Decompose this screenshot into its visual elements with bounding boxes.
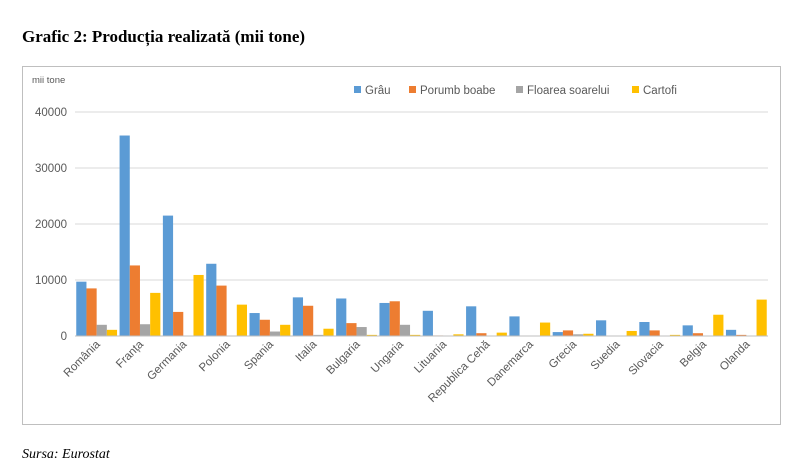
- bar: [366, 334, 377, 336]
- bar: [692, 333, 704, 336]
- bar: [389, 301, 400, 336]
- legend: Grâu Porumb boabe Floarea soarelui Cartofi: [354, 85, 677, 97]
- bar: [76, 281, 87, 336]
- bar: [129, 265, 140, 336]
- bar: [346, 323, 357, 336]
- bar: [249, 313, 260, 336]
- bar: [639, 322, 650, 336]
- bar: [193, 274, 204, 336]
- bar: [725, 329, 737, 336]
- gridlines: [75, 111, 768, 281]
- x-tick-label: România: [62, 338, 103, 379]
- legend-swatch: [632, 86, 639, 93]
- y-tick-label: 10000: [35, 275, 67, 287]
- bar: [379, 302, 390, 336]
- y-tick-label: 30000: [35, 163, 67, 175]
- bar: [280, 324, 291, 336]
- bar: [269, 331, 281, 336]
- bar: [216, 285, 227, 336]
- bar: [476, 333, 487, 336]
- bar: [453, 334, 464, 336]
- y-tick-label: 0: [61, 331, 67, 343]
- bar: [552, 332, 563, 336]
- x-tick-label: Belgia: [678, 338, 710, 370]
- legend-label: Floarea soarelui: [527, 85, 609, 97]
- grouped-bar-chart: 0 10000 20000 30000 40000 mii tone România Fr…: [32, 75, 768, 405]
- bar: [162, 215, 174, 336]
- x-axis-labels: România Franța Germania Polonia Spania Italia…: [62, 338, 753, 405]
- bar: [259, 319, 270, 336]
- bar: [573, 334, 584, 336]
- bar: [86, 288, 97, 336]
- bar: [713, 314, 724, 336]
- bar: [626, 330, 637, 336]
- x-tick-label: Polonia: [197, 338, 233, 374]
- x-tick-label: Suedia: [589, 338, 623, 372]
- source-note: Sursa: Eurostat: [22, 447, 110, 462]
- chart-frame: [22, 66, 781, 425]
- bar: [150, 292, 161, 336]
- y-axis-ticks: 0 10000 20000 30000 40000: [35, 107, 67, 343]
- bars: [76, 135, 767, 336]
- bar: [236, 304, 247, 336]
- legend-swatch: [354, 86, 361, 93]
- bar: [303, 305, 314, 336]
- x-tick-label: Lituania: [412, 338, 449, 375]
- bar: [669, 334, 681, 336]
- bar: [313, 334, 324, 336]
- y-tick-label: 20000: [35, 219, 67, 231]
- legend-swatch: [409, 86, 416, 93]
- x-tick-label: Spania: [242, 338, 276, 372]
- bar: [96, 324, 107, 336]
- x-tick-label: Italia: [294, 338, 320, 364]
- bar: [596, 320, 607, 336]
- y-axis-label: mii tone: [32, 75, 65, 86]
- bar: [509, 316, 520, 336]
- bar: [422, 310, 433, 336]
- x-tick-label: Grecia: [547, 338, 580, 371]
- bar: [682, 325, 693, 336]
- y-tick-label: 40000: [35, 107, 67, 119]
- legend-label: Grâu: [365, 85, 391, 97]
- bar: [649, 330, 660, 336]
- bar: [496, 332, 507, 336]
- legend-item: Floarea soarelui: [516, 85, 609, 97]
- legend-item: Grâu: [354, 85, 391, 97]
- x-tick-label: Slovacia: [627, 338, 667, 378]
- legend-label: Cartofi: [643, 85, 677, 97]
- legend-label: Porumb boabe: [420, 85, 495, 97]
- x-tick-label: Germania: [145, 338, 190, 383]
- bar: [173, 311, 184, 336]
- bar: [466, 306, 477, 336]
- bar: [292, 297, 304, 336]
- bar: [336, 298, 347, 336]
- x-tick-label: Olanda: [718, 338, 753, 373]
- bar: [119, 135, 130, 336]
- x-tick-label: Ungaria: [369, 338, 406, 375]
- legend-item: Cartofi: [632, 85, 677, 97]
- x-tick-label: Bulgaria: [324, 338, 363, 377]
- page-title: Grafic 2: Producția realizată (mii tone): [22, 27, 306, 46]
- x-tick-label: Franța: [114, 338, 146, 370]
- bar: [399, 324, 411, 336]
- bar: [583, 333, 594, 336]
- x-tick-label: Danemarca: [485, 338, 536, 389]
- bar: [736, 334, 747, 336]
- bar: [139, 324, 151, 336]
- bar: [206, 263, 217, 336]
- bar: [410, 334, 421, 336]
- bar: [356, 327, 367, 336]
- bar: [539, 322, 551, 336]
- bar: [106, 329, 118, 336]
- legend-swatch: [516, 86, 523, 93]
- bar: [562, 330, 574, 336]
- bar: [323, 328, 334, 336]
- bar: [756, 299, 767, 336]
- legend-item: Porumb boabe: [409, 85, 495, 97]
